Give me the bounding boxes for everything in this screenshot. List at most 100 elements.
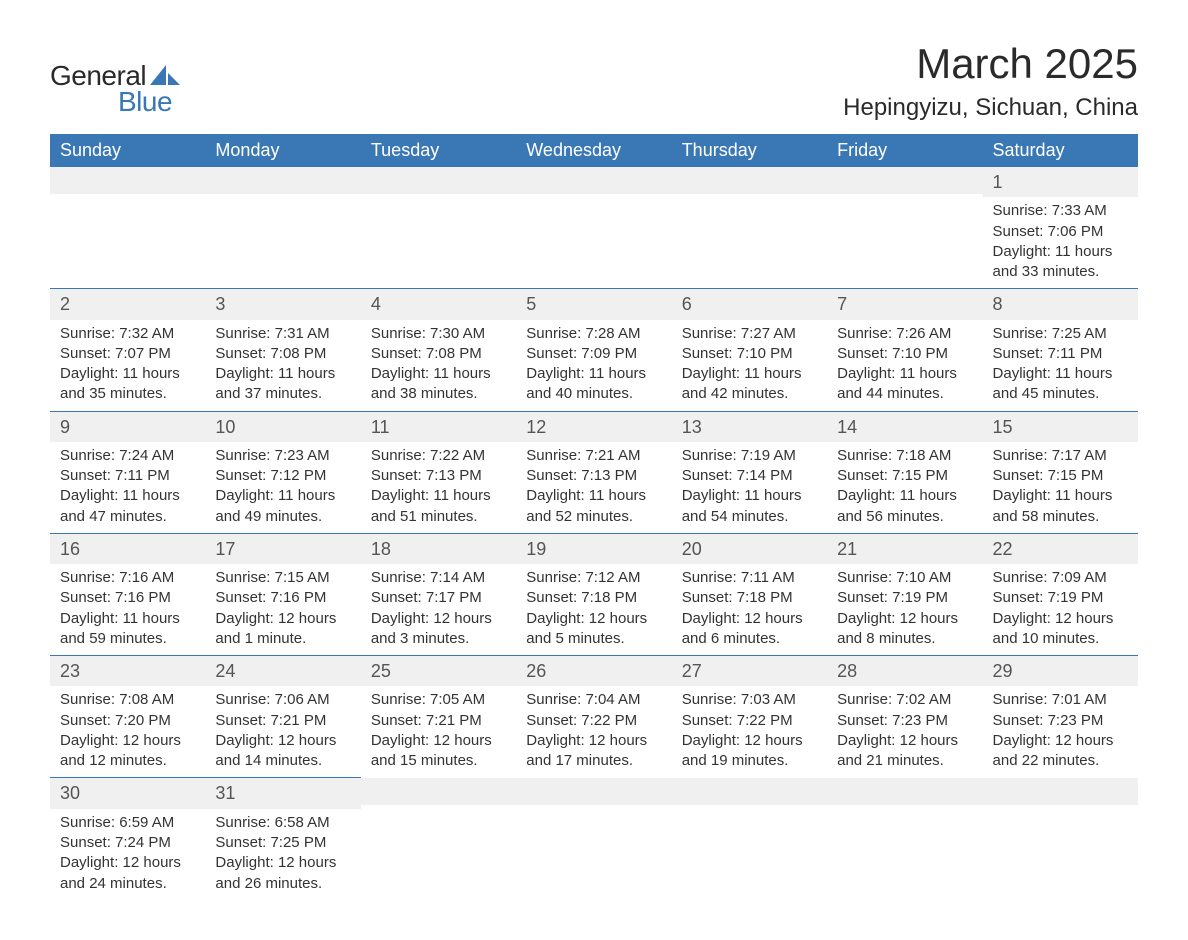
day-number: 29 (983, 656, 1138, 686)
sunset-text: Sunset: 7:14 PM (682, 466, 817, 486)
calendar-cell: 21Sunrise: 7:10 AMSunset: 7:19 PMDayligh… (827, 533, 982, 655)
calendar-cell (672, 167, 827, 289)
calendar-cell: 27Sunrise: 7:03 AMSunset: 7:22 PMDayligh… (672, 656, 827, 778)
daylight-text: Daylight: 11 hours and 52 minutes. (526, 486, 661, 527)
day-content: Sunrise: 7:02 AMSunset: 7:23 PMDaylight:… (827, 686, 982, 777)
day-number: 28 (827, 656, 982, 686)
sunset-text: Sunset: 7:17 PM (371, 588, 506, 608)
daylight-text: Daylight: 12 hours and 3 minutes. (371, 609, 506, 650)
day-content: Sunrise: 7:04 AMSunset: 7:22 PMDaylight:… (516, 686, 671, 777)
sunset-text: Sunset: 7:15 PM (837, 466, 972, 486)
day-content: Sunrise: 7:28 AMSunset: 7:09 PMDaylight:… (516, 320, 671, 411)
day-content (827, 194, 982, 270)
day-number: 27 (672, 656, 827, 686)
day-content: Sunrise: 7:30 AMSunset: 7:08 PMDaylight:… (361, 320, 516, 411)
day-number: 26 (516, 656, 671, 686)
day-number (827, 167, 982, 194)
day-number: 4 (361, 289, 516, 319)
calendar-cell (672, 778, 827, 900)
sunrise-text: Sunrise: 7:01 AM (993, 690, 1128, 710)
title-block: March 2025 Hepingyizu, Sichuan, China (843, 40, 1138, 122)
calendar-cell: 26Sunrise: 7:04 AMSunset: 7:22 PMDayligh… (516, 656, 671, 778)
page-header: General Blue March 2025 Hepingyizu, Sich… (50, 40, 1138, 122)
daylight-text: Daylight: 11 hours and 38 minutes. (371, 364, 506, 405)
calendar-cell (983, 778, 1138, 900)
day-number: 14 (827, 412, 982, 442)
calendar-cell: 1Sunrise: 7:33 AMSunset: 7:06 PMDaylight… (983, 167, 1138, 289)
daylight-text: Daylight: 12 hours and 26 minutes. (215, 853, 350, 894)
sunset-text: Sunset: 7:09 PM (526, 344, 661, 364)
calendar-cell: 31Sunrise: 6:58 AMSunset: 7:25 PMDayligh… (205, 778, 360, 900)
daylight-text: Daylight: 12 hours and 15 minutes. (371, 731, 506, 772)
day-header: Saturday (983, 134, 1138, 167)
calendar-week-row: 16Sunrise: 7:16 AMSunset: 7:16 PMDayligh… (50, 533, 1138, 655)
daylight-text: Daylight: 12 hours and 14 minutes. (215, 731, 350, 772)
daylight-text: Daylight: 12 hours and 12 minutes. (60, 731, 195, 772)
sunset-text: Sunset: 7:25 PM (215, 833, 350, 853)
calendar-cell (827, 167, 982, 289)
day-content: Sunrise: 7:05 AMSunset: 7:21 PMDaylight:… (361, 686, 516, 777)
day-content: Sunrise: 7:03 AMSunset: 7:22 PMDaylight:… (672, 686, 827, 777)
sunrise-text: Sunrise: 7:04 AM (526, 690, 661, 710)
calendar-cell (827, 778, 982, 900)
day-number: 30 (50, 778, 205, 808)
sunset-text: Sunset: 7:16 PM (215, 588, 350, 608)
daylight-text: Daylight: 12 hours and 6 minutes. (682, 609, 817, 650)
sunset-text: Sunset: 7:24 PM (60, 833, 195, 853)
day-number (672, 167, 827, 194)
calendar-cell: 7Sunrise: 7:26 AMSunset: 7:10 PMDaylight… (827, 289, 982, 411)
day-number (672, 778, 827, 805)
sunrise-text: Sunrise: 7:19 AM (682, 446, 817, 466)
logo: General Blue (50, 60, 180, 118)
day-number (516, 167, 671, 194)
month-title: March 2025 (843, 40, 1138, 88)
calendar-cell: 14Sunrise: 7:18 AMSunset: 7:15 PMDayligh… (827, 411, 982, 533)
daylight-text: Daylight: 11 hours and 35 minutes. (60, 364, 195, 405)
day-content (672, 805, 827, 881)
day-number: 20 (672, 534, 827, 564)
sunset-text: Sunset: 7:11 PM (60, 466, 195, 486)
sunrise-text: Sunrise: 7:08 AM (60, 690, 195, 710)
calendar-cell (516, 778, 671, 900)
sunrise-text: Sunrise: 7:18 AM (837, 446, 972, 466)
calendar-cell: 19Sunrise: 7:12 AMSunset: 7:18 PMDayligh… (516, 533, 671, 655)
calendar-cell: 18Sunrise: 7:14 AMSunset: 7:17 PMDayligh… (361, 533, 516, 655)
calendar-cell: 12Sunrise: 7:21 AMSunset: 7:13 PMDayligh… (516, 411, 671, 533)
daylight-text: Daylight: 11 hours and 59 minutes. (60, 609, 195, 650)
sunset-text: Sunset: 7:10 PM (682, 344, 817, 364)
sunrise-text: Sunrise: 7:26 AM (837, 324, 972, 344)
day-number: 9 (50, 412, 205, 442)
calendar-cell: 4Sunrise: 7:30 AMSunset: 7:08 PMDaylight… (361, 289, 516, 411)
day-content: Sunrise: 7:27 AMSunset: 7:10 PMDaylight:… (672, 320, 827, 411)
sunrise-text: Sunrise: 6:59 AM (60, 813, 195, 833)
calendar-week-row: 9Sunrise: 7:24 AMSunset: 7:11 PMDaylight… (50, 411, 1138, 533)
calendar-cell: 3Sunrise: 7:31 AMSunset: 7:08 PMDaylight… (205, 289, 360, 411)
sunrise-text: Sunrise: 7:12 AM (526, 568, 661, 588)
sunset-text: Sunset: 7:12 PM (215, 466, 350, 486)
sunrise-text: Sunrise: 7:30 AM (371, 324, 506, 344)
daylight-text: Daylight: 12 hours and 10 minutes. (993, 609, 1128, 650)
day-number: 11 (361, 412, 516, 442)
day-number: 17 (205, 534, 360, 564)
day-header: Sunday (50, 134, 205, 167)
day-content (672, 194, 827, 270)
day-content: Sunrise: 7:09 AMSunset: 7:19 PMDaylight:… (983, 564, 1138, 655)
calendar-cell (361, 167, 516, 289)
calendar-cell: 10Sunrise: 7:23 AMSunset: 7:12 PMDayligh… (205, 411, 360, 533)
daylight-text: Daylight: 11 hours and 40 minutes. (526, 364, 661, 405)
day-header: Wednesday (516, 134, 671, 167)
calendar-cell: 15Sunrise: 7:17 AMSunset: 7:15 PMDayligh… (983, 411, 1138, 533)
calendar-cell: 16Sunrise: 7:16 AMSunset: 7:16 PMDayligh… (50, 533, 205, 655)
daylight-text: Daylight: 11 hours and 33 minutes. (993, 242, 1128, 283)
sunset-text: Sunset: 7:06 PM (993, 222, 1128, 242)
day-content: Sunrise: 7:19 AMSunset: 7:14 PMDaylight:… (672, 442, 827, 533)
sunset-text: Sunset: 7:15 PM (993, 466, 1128, 486)
day-header: Friday (827, 134, 982, 167)
daylight-text: Daylight: 12 hours and 24 minutes. (60, 853, 195, 894)
sunset-text: Sunset: 7:23 PM (837, 711, 972, 731)
calendar-cell: 28Sunrise: 7:02 AMSunset: 7:23 PMDayligh… (827, 656, 982, 778)
sunset-text: Sunset: 7:21 PM (215, 711, 350, 731)
day-content: Sunrise: 7:22 AMSunset: 7:13 PMDaylight:… (361, 442, 516, 533)
daylight-text: Daylight: 11 hours and 54 minutes. (682, 486, 817, 527)
daylight-text: Daylight: 11 hours and 45 minutes. (993, 364, 1128, 405)
